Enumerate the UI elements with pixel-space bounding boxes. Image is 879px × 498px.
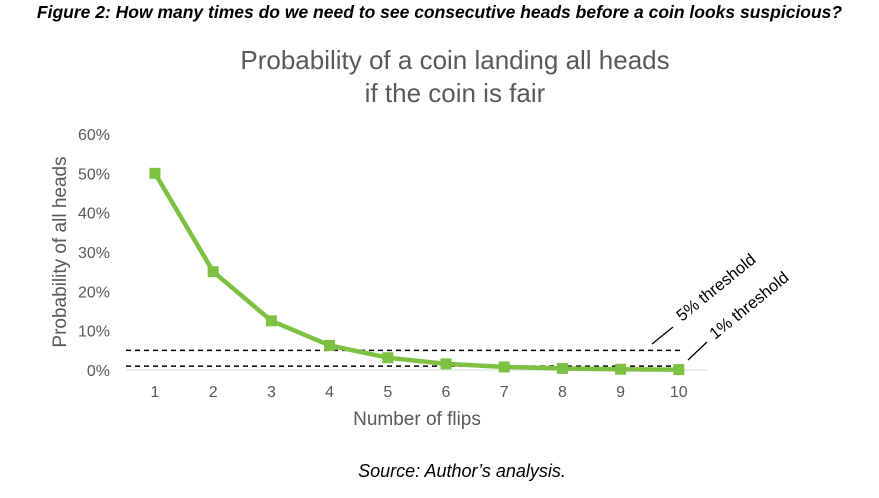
y-axis-label: Probability of all heads bbox=[50, 156, 71, 347]
y-tick-label: 20% bbox=[78, 284, 110, 301]
x-tick-label: 8 bbox=[558, 384, 567, 401]
data-point-marker bbox=[207, 266, 219, 278]
x-tick-label: 3 bbox=[267, 384, 276, 401]
data-point-marker bbox=[149, 167, 161, 179]
figure-caption: Figure 2: How many times do we need to s… bbox=[36, 2, 843, 22]
x-axis-label: Number of flips bbox=[353, 409, 481, 430]
y-tick-label: 60% bbox=[78, 127, 110, 144]
y-tick-label: 30% bbox=[78, 245, 110, 262]
chart-title-line-2: if the coin is fair bbox=[365, 78, 546, 108]
threshold-1-leader-line bbox=[687, 341, 708, 361]
x-tick-label: 6 bbox=[442, 384, 451, 401]
data-point-marker bbox=[673, 364, 685, 376]
x-tick-label: 9 bbox=[616, 384, 625, 401]
y-tick-label: 0% bbox=[87, 363, 110, 380]
data-point-marker bbox=[556, 362, 568, 374]
x-tick-label: 4 bbox=[325, 384, 334, 401]
data-point-marker bbox=[498, 361, 510, 373]
y-tick-label: 10% bbox=[78, 324, 110, 341]
data-point-marker bbox=[382, 352, 394, 364]
series-line bbox=[152, 171, 682, 372]
y-tick-label: 40% bbox=[78, 206, 110, 223]
data-point-marker bbox=[615, 363, 627, 375]
chart-title-line-1: Probability of a coin landing all heads bbox=[240, 45, 669, 75]
x-tick-label: 5 bbox=[383, 384, 392, 401]
x-tick-label: 7 bbox=[500, 384, 509, 401]
x-tick-label: 1 bbox=[151, 384, 160, 401]
x-tick-label: 10 bbox=[670, 384, 688, 401]
threshold-5-leader-line bbox=[651, 326, 674, 345]
x-tick-label: 2 bbox=[209, 384, 218, 401]
source-note: Source: Author’s analysis. bbox=[358, 461, 566, 481]
data-point-marker bbox=[440, 358, 452, 370]
data-point-marker bbox=[265, 315, 277, 327]
y-tick-label: 50% bbox=[78, 166, 110, 183]
data-point-marker bbox=[324, 339, 336, 351]
